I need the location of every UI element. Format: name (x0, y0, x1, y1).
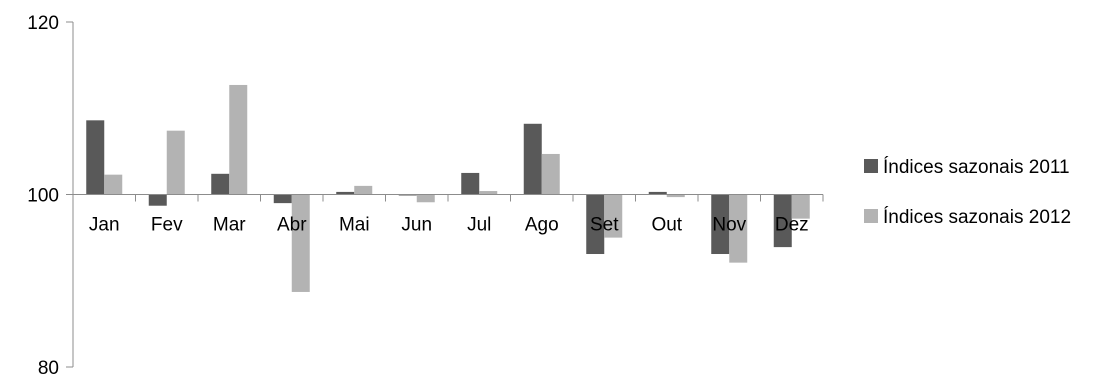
bar-2012-jun (416, 194, 435, 203)
x-tick-label-jan: Jan (89, 215, 120, 236)
x-tick-label-jul: Jul (467, 215, 491, 236)
bar-2012-mai (354, 185, 373, 195)
bar-2012-jul (479, 191, 498, 195)
bar-2012-ago (541, 153, 560, 195)
bar-2011-jul (461, 172, 480, 195)
bar-2012-mar (229, 84, 248, 195)
bar-2011-out (648, 191, 667, 195)
bar-2011-ago (523, 123, 542, 195)
x-tick-label-set: Set (590, 215, 619, 236)
bar-2011-nov (711, 194, 730, 255)
x-tick-label-abr: Abr (277, 215, 307, 236)
legend: Índices sazonais 2011 Índices sazonais 20… (864, 157, 1071, 228)
bar-2012-fev (166, 130, 185, 195)
axes-layer (66, 21, 824, 368)
bar-2012-set (604, 194, 623, 238)
bar-2011-fev (148, 194, 167, 206)
bar-2011-mai (336, 191, 355, 195)
bar-2011-abr (273, 194, 292, 204)
x-tick-label-jun: Jun (401, 215, 432, 236)
legend-swatch-2011 (864, 159, 878, 173)
x-tick-label-mar: Mar (213, 215, 246, 236)
x-tick-label-mai: Mai (339, 215, 370, 236)
bars-layer (86, 84, 810, 292)
x-tick-label-dez: Dez (775, 215, 809, 236)
bar-2011-set (586, 194, 605, 255)
bar-2011-jan (86, 120, 105, 195)
bar-2012-jan (104, 174, 123, 195)
y-tick-label-100: 100 (27, 186, 59, 207)
legend-label-2012: Índices sazonais 2012 (883, 207, 1071, 228)
y-tick-label-80: 80 (38, 358, 59, 374)
bar-2012-abr (291, 194, 310, 292)
legend-label-2011: Índices sazonais 2011 (883, 157, 1070, 178)
x-tick-label-ago: Ago (525, 215, 559, 236)
y-tick-label-120: 120 (27, 13, 59, 34)
bar-2012-nov (729, 194, 748, 263)
x-tick-labels: Jan Fev Mar Abr Mai Jun Jul Ago Set Out Nov Dez (89, 215, 809, 236)
x-tick-label-nov: Nov (712, 215, 746, 236)
legend-swatch-2012 (864, 209, 878, 223)
bar-2011-mar (211, 173, 230, 195)
y-tick-labels: 80 100 120 (27, 13, 59, 374)
bar-2012-out (666, 194, 685, 198)
x-tick-label-fev: Fev (151, 215, 183, 236)
bar-2011-dez (773, 194, 792, 248)
bar-2012-dez (791, 194, 810, 219)
x-tick-label-out: Out (651, 215, 682, 236)
